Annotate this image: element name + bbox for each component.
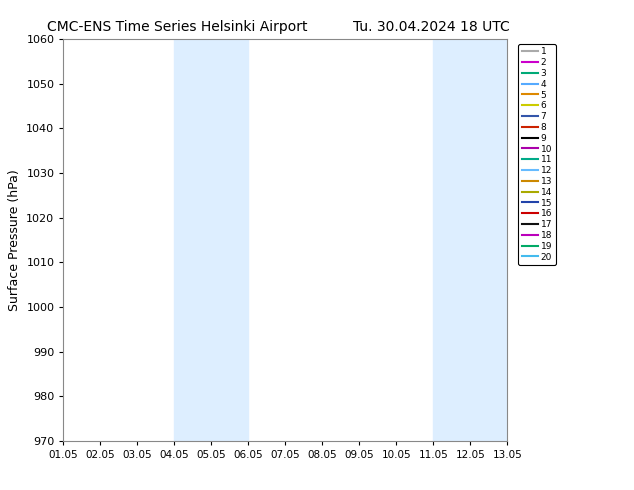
Bar [433, 39, 507, 441]
Bar [174, 39, 249, 441]
Y-axis label: Surface Pressure (hPa): Surface Pressure (hPa) [8, 169, 21, 311]
Text: Tu. 30.04.2024 18 UTC: Tu. 30.04.2024 18 UTC [353, 20, 510, 34]
Text: CMC-ENS Time Series Helsinki Airport: CMC-ENS Time Series Helsinki Airport [48, 20, 307, 34]
Legend: 1, 2, 3, 4, 5, 6, 7, 8, 9, 10, 11, 12, 13, 14, 15, 16, 17, 18, 19, 20: 1, 2, 3, 4, 5, 6, 7, 8, 9, 10, 11, 12, 1… [518, 44, 556, 265]
